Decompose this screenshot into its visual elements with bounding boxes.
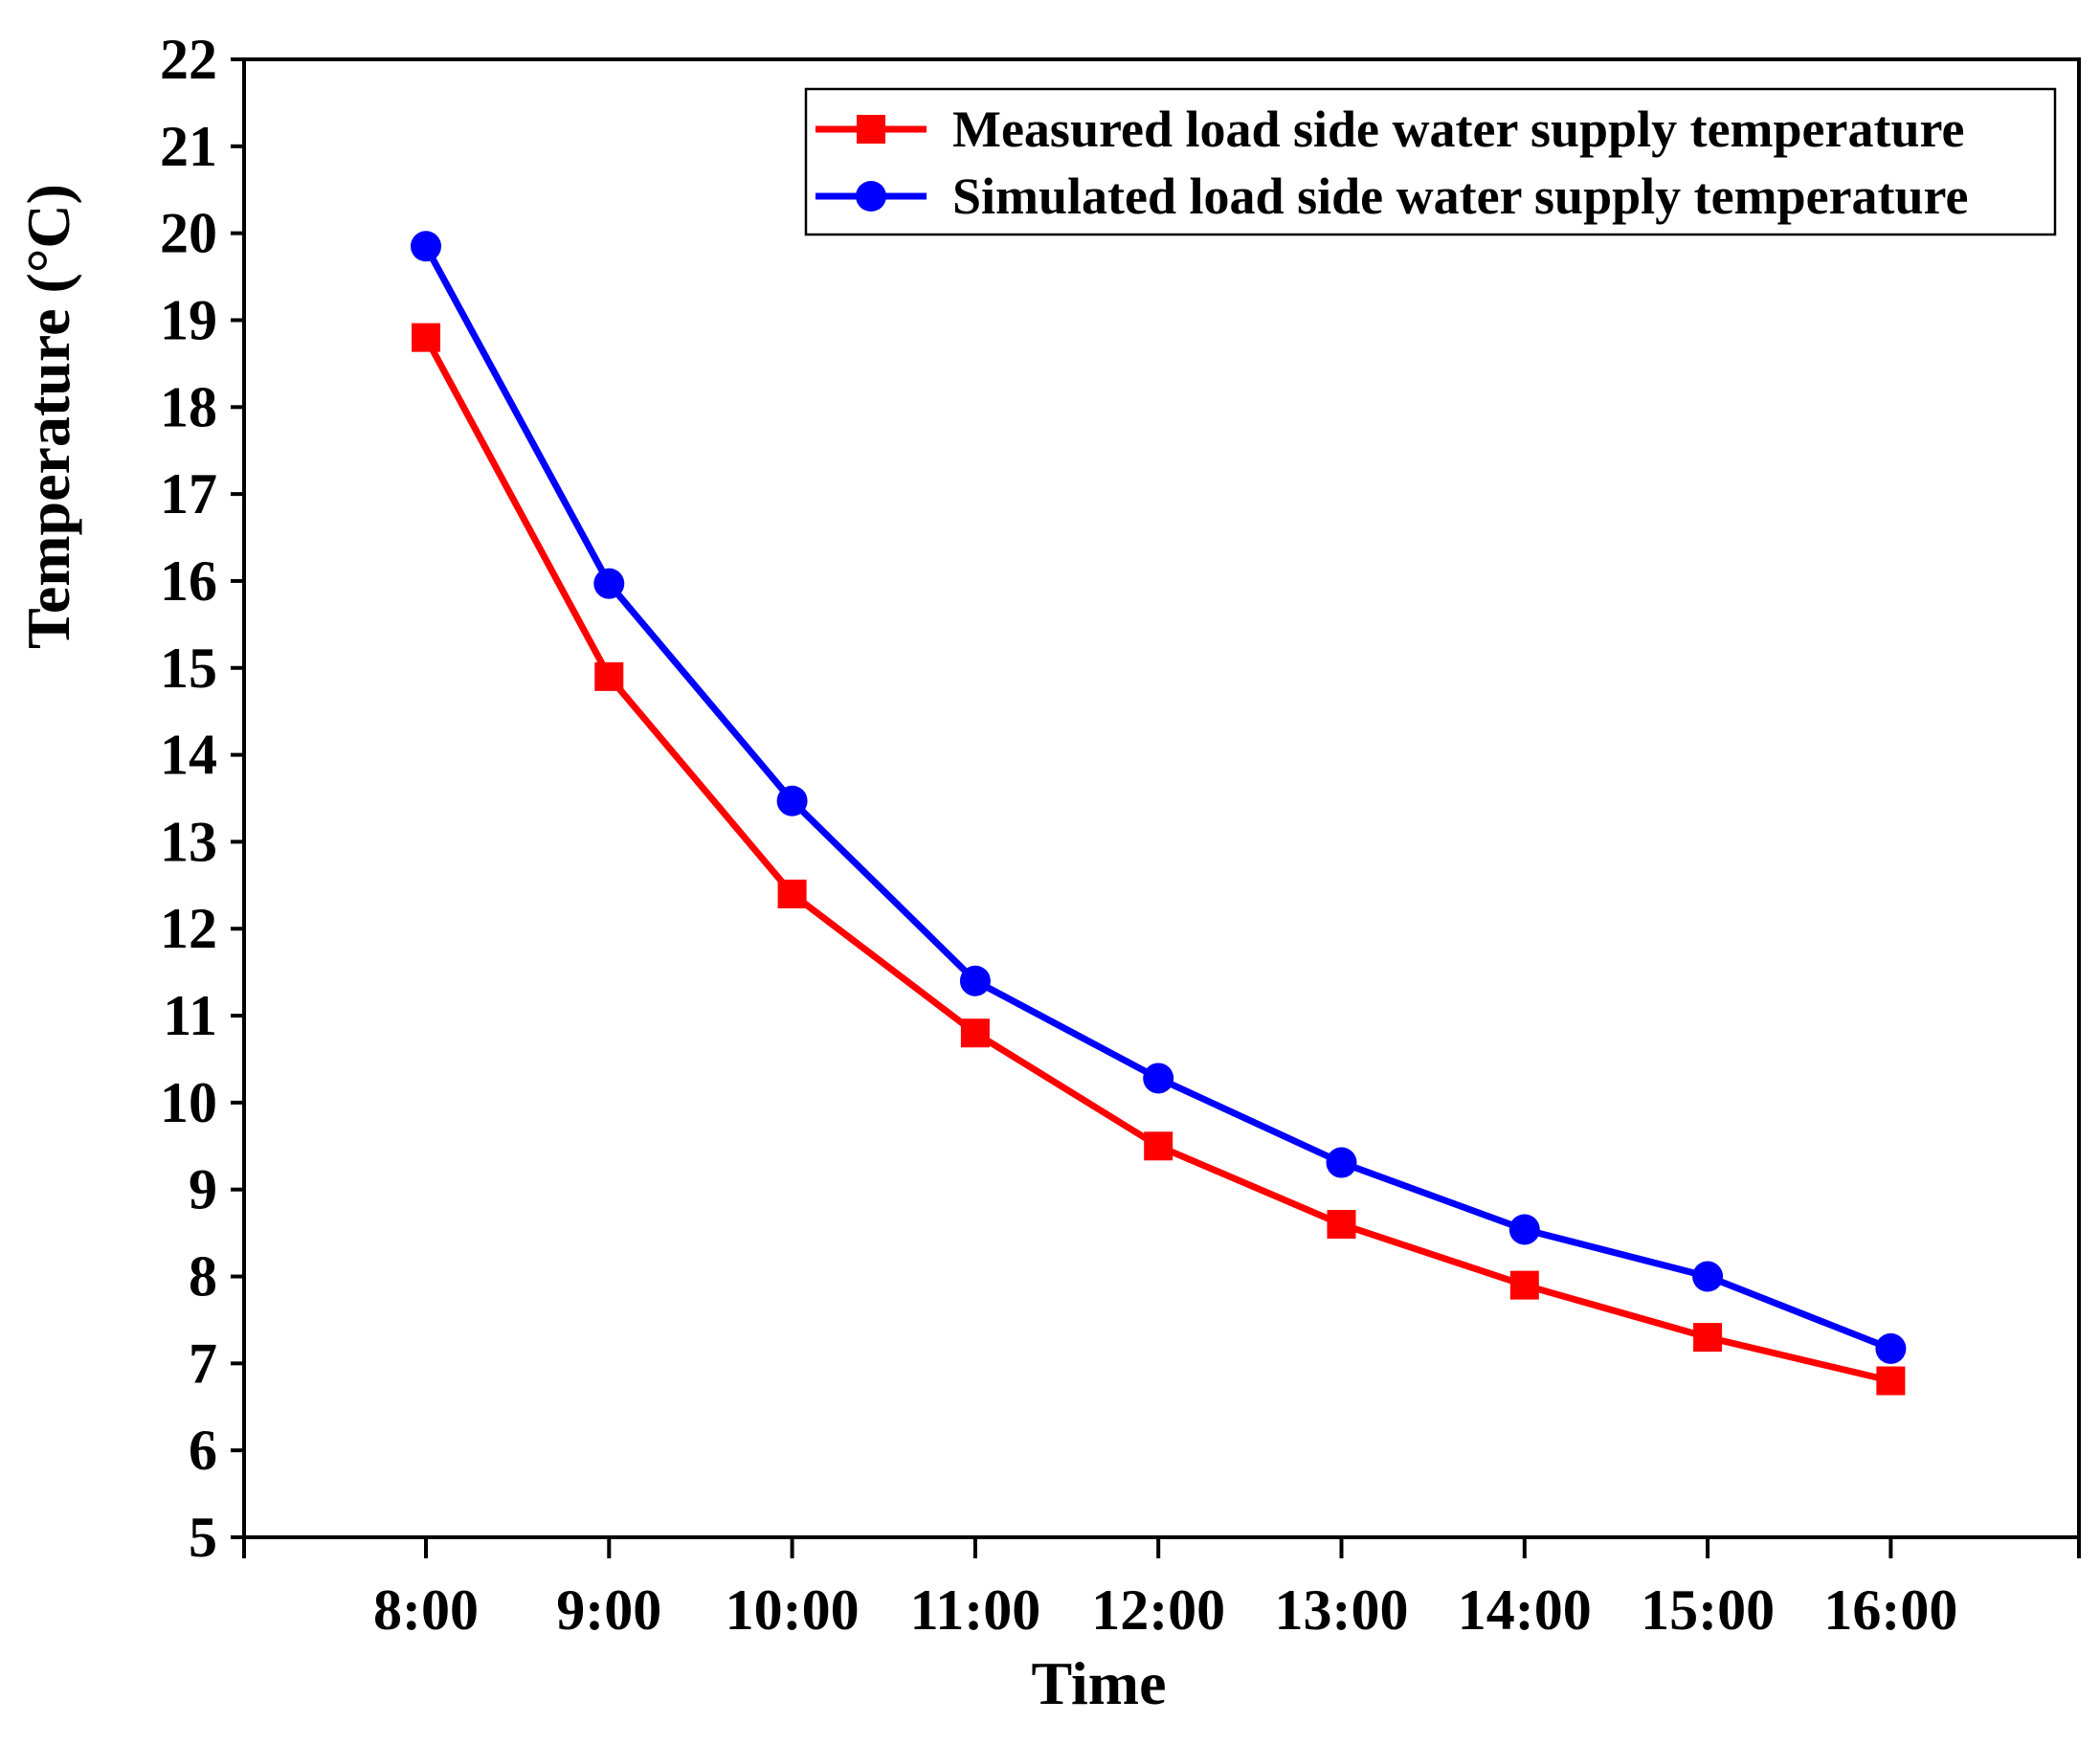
y-tick-label: 13 xyxy=(160,810,217,873)
legend-marker-circle xyxy=(856,181,886,212)
data-point-measured xyxy=(1509,1270,1539,1300)
x-tick-label: 16:00 xyxy=(1823,1578,1957,1642)
data-point-simulated xyxy=(1692,1261,1724,1292)
y-tick-label: 17 xyxy=(160,462,217,526)
x-tick-label: 8:00 xyxy=(373,1578,479,1642)
y-tick-label: 7 xyxy=(189,1331,217,1395)
y-tick-label: 10 xyxy=(160,1071,217,1134)
series-line-0 xyxy=(422,335,1892,1384)
x-axis: 8:00 9:00 10:00 11:00 12:00 13:00 14:00 15:00 16… xyxy=(242,1537,2081,1642)
y-tick-label: 11 xyxy=(163,984,217,1047)
data-point-simulated xyxy=(411,231,441,262)
y-tick-label: 15 xyxy=(160,637,217,700)
plot-frame xyxy=(242,57,2081,1539)
x-tick-label: 12:00 xyxy=(1091,1578,1225,1642)
x-tick-label: 13:00 xyxy=(1275,1578,1409,1642)
data-point-simulated xyxy=(1508,1214,1540,1245)
legend: Measured load side water supply temperat… xyxy=(804,87,2057,236)
legend-marker-square xyxy=(857,115,885,144)
data-point-measured xyxy=(960,1018,990,1048)
y-tick-label: 6 xyxy=(189,1419,217,1482)
y-tick-label: 16 xyxy=(160,549,217,613)
series-layer xyxy=(411,231,1907,1396)
data-point-simulated xyxy=(776,785,808,817)
data-point-simulated xyxy=(959,965,991,996)
data-point-measured xyxy=(594,661,624,691)
y-axis-title: Temperature (°C) xyxy=(14,184,82,649)
y-tick-label: 22 xyxy=(160,28,217,91)
data-point-measured xyxy=(412,323,440,352)
data-point-simulated xyxy=(1326,1147,1357,1178)
y-tick-label: 8 xyxy=(189,1245,217,1309)
data-point-measured xyxy=(1327,1210,1356,1240)
legend-label-simulated: Simulated load side water supply tempera… xyxy=(952,168,1969,225)
x-axis-title: Time xyxy=(1031,1649,1166,1717)
legend-box xyxy=(804,87,2057,236)
data-point-measured xyxy=(1693,1323,1723,1353)
x-tick-label: 10:00 xyxy=(726,1578,860,1642)
data-point-measured xyxy=(1144,1131,1173,1161)
y-axis: 5 6 7 8 9 10 11 12 13 14 15 16 17 18 19 20 21 22 xyxy=(160,28,244,1569)
x-tick-label: 11:00 xyxy=(910,1578,1041,1642)
x-tick-label: 15:00 xyxy=(1641,1578,1775,1642)
y-tick-label: 12 xyxy=(160,897,217,960)
series-line-1 xyxy=(422,244,1892,1353)
x-tick-label: 9:00 xyxy=(556,1578,661,1642)
data-point-simulated xyxy=(593,568,625,599)
data-point-simulated xyxy=(1143,1063,1174,1094)
data-point-measured xyxy=(777,879,807,908)
y-tick-label: 14 xyxy=(160,724,217,787)
y-tick-label: 5 xyxy=(189,1506,217,1569)
legend-label-measured: Measured load side water supply temperat… xyxy=(952,101,1964,158)
y-tick-label: 9 xyxy=(189,1158,217,1221)
x-tick-label: 14:00 xyxy=(1458,1578,1592,1642)
y-tick-label: 19 xyxy=(160,288,217,351)
y-tick-label: 21 xyxy=(160,115,217,178)
y-tick-label: 18 xyxy=(160,375,217,438)
y-tick-label: 20 xyxy=(160,202,217,265)
data-point-measured xyxy=(1876,1366,1906,1396)
data-point-simulated xyxy=(1875,1332,1907,1364)
